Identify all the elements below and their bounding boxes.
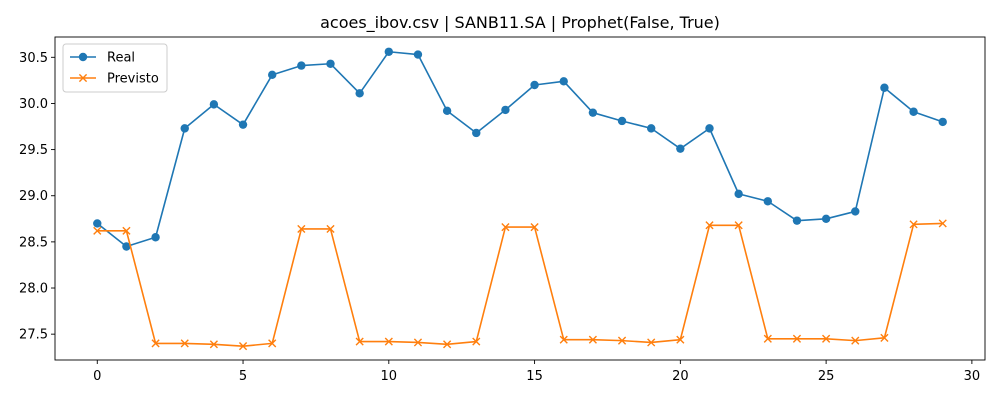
x-tick-label: 0 — [93, 369, 101, 384]
data-point-previsto — [268, 339, 277, 348]
data-point-previsto — [763, 334, 772, 343]
y-tick-label: 28.5 — [19, 235, 48, 250]
legend-marker-previsto — [78, 73, 88, 83]
data-point-real — [676, 144, 685, 153]
data-point-real — [646, 124, 656, 133]
data-point-real — [792, 216, 802, 225]
data-point-previsto — [705, 221, 714, 230]
x-tick-label: 5 — [239, 369, 247, 384]
data-point-real — [413, 50, 423, 59]
data-point-previsto — [209, 340, 218, 349]
data-point-real — [705, 124, 714, 133]
data-point-real — [384, 47, 394, 56]
chart-title: acoes_ibov.csv | SANB11.SA | Prophet(Fal… — [320, 13, 720, 33]
data-point-previsto — [413, 338, 423, 347]
data-point-real — [588, 108, 598, 117]
data-point-previsto — [93, 226, 102, 235]
data-point-real — [267, 70, 277, 80]
data-point-real — [938, 117, 947, 127]
data-point-real — [122, 242, 131, 251]
data-point-previsto — [588, 335, 597, 344]
data-point-previsto — [151, 339, 160, 348]
legend-box — [62, 43, 168, 93]
x-tick-label: 20 — [672, 369, 689, 384]
x-tick-label: 10 — [381, 369, 398, 384]
data-point-previsto — [617, 336, 627, 345]
y-tick-label: 28.0 — [19, 282, 48, 297]
data-point-previsto — [384, 337, 393, 346]
data-point-real — [209, 100, 219, 109]
data-point-previsto — [909, 220, 918, 229]
data-point-previsto — [734, 221, 743, 230]
series-line-previsto — [97, 222, 943, 347]
data-point-previsto — [822, 334, 831, 343]
legend: Real Previsto — [62, 43, 168, 93]
y-tick-label: 29.5 — [19, 143, 48, 158]
data-point-previsto — [180, 339, 189, 348]
data-point-previsto — [355, 337, 364, 346]
data-point-previsto — [122, 226, 131, 235]
data-point-real — [472, 128, 481, 138]
data-point-real — [734, 189, 743, 199]
data-point-real — [151, 233, 160, 242]
data-point-real — [530, 80, 539, 90]
data-point-previsto — [676, 335, 685, 344]
plot-area: 0 5 10 15 20 25 30 27.5 28.0 28.5 29.0 29.5 30.0 30.5… — [19, 36, 986, 384]
data-point-real — [909, 107, 918, 116]
y-tick-label: 30.0 — [19, 97, 48, 112]
data-point-real — [501, 105, 510, 115]
data-point-previsto — [880, 333, 889, 342]
data-point-previsto — [559, 335, 568, 344]
data-point-real — [355, 89, 364, 98]
data-point-previsto — [530, 223, 539, 232]
data-point-previsto — [326, 224, 335, 234]
x-tick-label: 25 — [818, 369, 835, 384]
x-tick-label: 15 — [526, 369, 543, 384]
data-point-real — [442, 106, 452, 116]
data-point-real — [880, 83, 889, 92]
data-point-real — [851, 207, 860, 216]
y-tick-label: 30.5 — [19, 51, 48, 66]
y-tick-label: 27.5 — [19, 328, 48, 343]
legend-marker-real — [78, 52, 88, 62]
data-point-real — [297, 61, 306, 70]
data-point-previsto — [443, 340, 452, 349]
x-tick-label: 30 — [964, 369, 981, 384]
data-point-real — [326, 59, 335, 68]
data-point-real — [821, 214, 831, 224]
data-point-real — [763, 197, 773, 206]
data-point-previsto — [647, 338, 656, 347]
series-line-real — [96, 50, 943, 248]
data-point-previsto — [792, 334, 802, 343]
data-point-previsto — [938, 219, 947, 228]
data-point-previsto — [297, 224, 306, 234]
data-point-real — [617, 116, 627, 126]
data-point-real — [238, 120, 248, 129]
legend-label-real: Real — [107, 51, 135, 66]
data-point-previsto — [472, 337, 481, 346]
data-point-previsto — [501, 223, 510, 232]
data-point-real — [559, 77, 568, 86]
data-point-real — [93, 219, 102, 228]
y-tick-label: 29.0 — [19, 189, 48, 204]
data-point-previsto — [238, 342, 248, 351]
data-point-previsto — [851, 336, 860, 345]
plot-frame — [54, 36, 986, 361]
data-point-real — [180, 124, 189, 133]
legend-label-previsto: Previsto — [107, 72, 159, 87]
